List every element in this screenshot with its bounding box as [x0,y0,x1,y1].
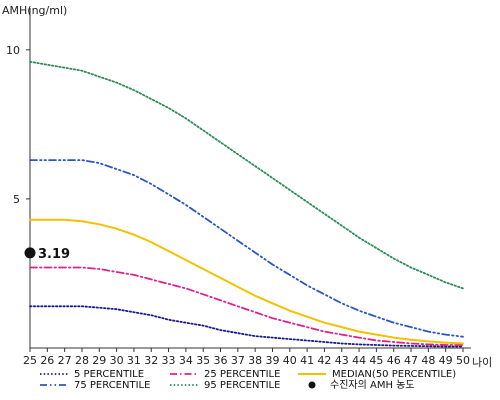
legend-marker-dot [308,381,316,389]
x-tick-label: 49 [439,354,453,367]
series-lines [29,60,464,348]
legend-label-4: 95 PERCENTILE [204,380,280,391]
legend-marker-label: 수진자의 AMH 농도 [330,379,415,391]
x-tick-label: 40 [283,354,297,367]
x-tick-label: 39 [265,354,279,367]
legend-label-2: MEDIAN(50 PERCENTILE) [332,369,456,380]
series-line-4 [29,60,464,290]
x-tick-label: 27 [58,354,72,367]
x-tick-label: 31 [127,354,141,367]
patient-amh-label: 3.19 [38,247,70,262]
x-tick-label: 45 [369,354,383,367]
legend-label-3: 75 PERCENTILE [74,380,150,391]
x-tick-label: 38 [248,354,262,367]
legend: 5 PERCENTILE 25 PERCENTILE MEDIAN(50 PERCE… [40,369,456,391]
y-tick-label: 10 [6,44,20,57]
legend-label-1: 25 PERCENTILE [204,369,280,380]
series-line-2 [29,218,464,345]
axes: 5 10 25 26 27 28 29 30 31 32 33 34 35 36 37 38 39 40 41 42 4… [2,4,492,369]
x-tick-label: 34 [179,354,193,367]
y-tick-label: 5 [13,193,20,206]
x-tick-label: 44 [352,354,366,367]
x-tick-label: 43 [335,354,349,367]
x-tick-label: 25 [23,354,37,367]
x-tick-label: 30 [110,354,124,367]
x-tick-label: 48 [421,354,435,367]
x-tick-label: 33 [162,354,176,367]
x-tick-label: 46 [387,354,401,367]
x-tick-label: 36 [214,354,228,367]
x-tick-label: 35 [196,354,210,367]
x-tick-label: 50 [456,354,470,367]
patient-marker: 3.19 [24,247,70,262]
legend-label-0: 5 PERCENTILE [74,369,144,380]
x-tick-label: 42 [317,354,331,367]
x-tick-label: 41 [300,354,314,367]
y-axis-label: AMH(ng/ml) [2,4,67,17]
x-tick-label: 37 [231,354,245,367]
series-line-1 [29,266,464,346]
x-tick-label: 47 [404,354,418,367]
x-tick-label: 28 [75,354,89,367]
series-line-3 [29,159,464,338]
x-tick-label: 26 [40,354,54,367]
x-tick-label: 32 [144,354,158,367]
series-line-0 [29,305,464,348]
patient-amh-point [24,247,36,259]
x-axis-label: 나이 [472,356,492,369]
x-tick-label: 29 [92,354,106,367]
